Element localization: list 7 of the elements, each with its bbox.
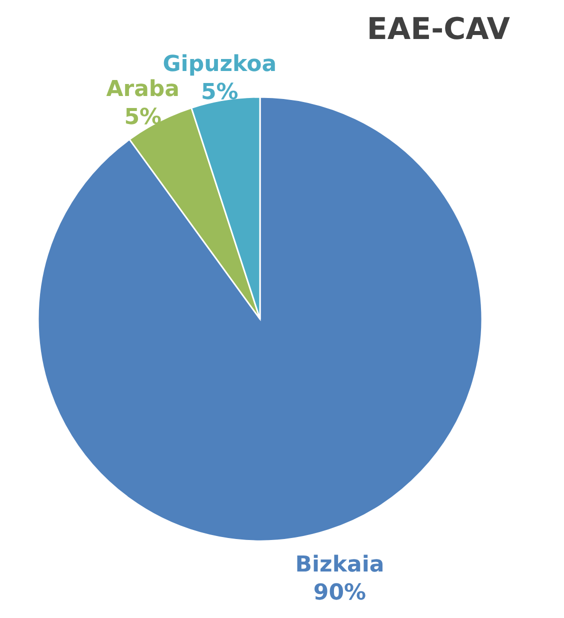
- slice-label: Bizkaia: [295, 552, 384, 578]
- slice-label: Araba: [106, 77, 180, 102]
- data-label: 5%: [124, 105, 162, 130]
- data-label: 5%: [200, 80, 238, 106]
- data-label: 90%: [313, 580, 366, 606]
- slice-label: Gipuzkoa: [162, 52, 277, 78]
- chart-title: EAE-CAV: [366, 12, 511, 47]
